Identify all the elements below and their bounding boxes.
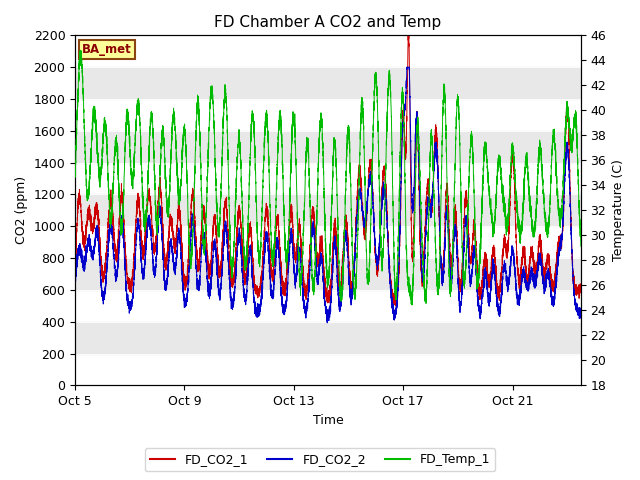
Text: BA_met: BA_met	[82, 43, 132, 56]
Bar	[75, 258, 581, 290]
Bar	[75, 67, 581, 99]
Y-axis label: Temperature (C): Temperature (C)	[612, 159, 625, 261]
Bar	[75, 194, 581, 226]
X-axis label: Time: Time	[312, 414, 344, 427]
Bar	[75, 322, 581, 353]
Title: FD Chamber A CO2 and Temp: FD Chamber A CO2 and Temp	[214, 15, 442, 30]
Y-axis label: CO2 (ppm): CO2 (ppm)	[15, 176, 28, 244]
Bar	[75, 131, 581, 163]
Legend: FD_CO2_1, FD_CO2_2, FD_Temp_1: FD_CO2_1, FD_CO2_2, FD_Temp_1	[145, 448, 495, 471]
